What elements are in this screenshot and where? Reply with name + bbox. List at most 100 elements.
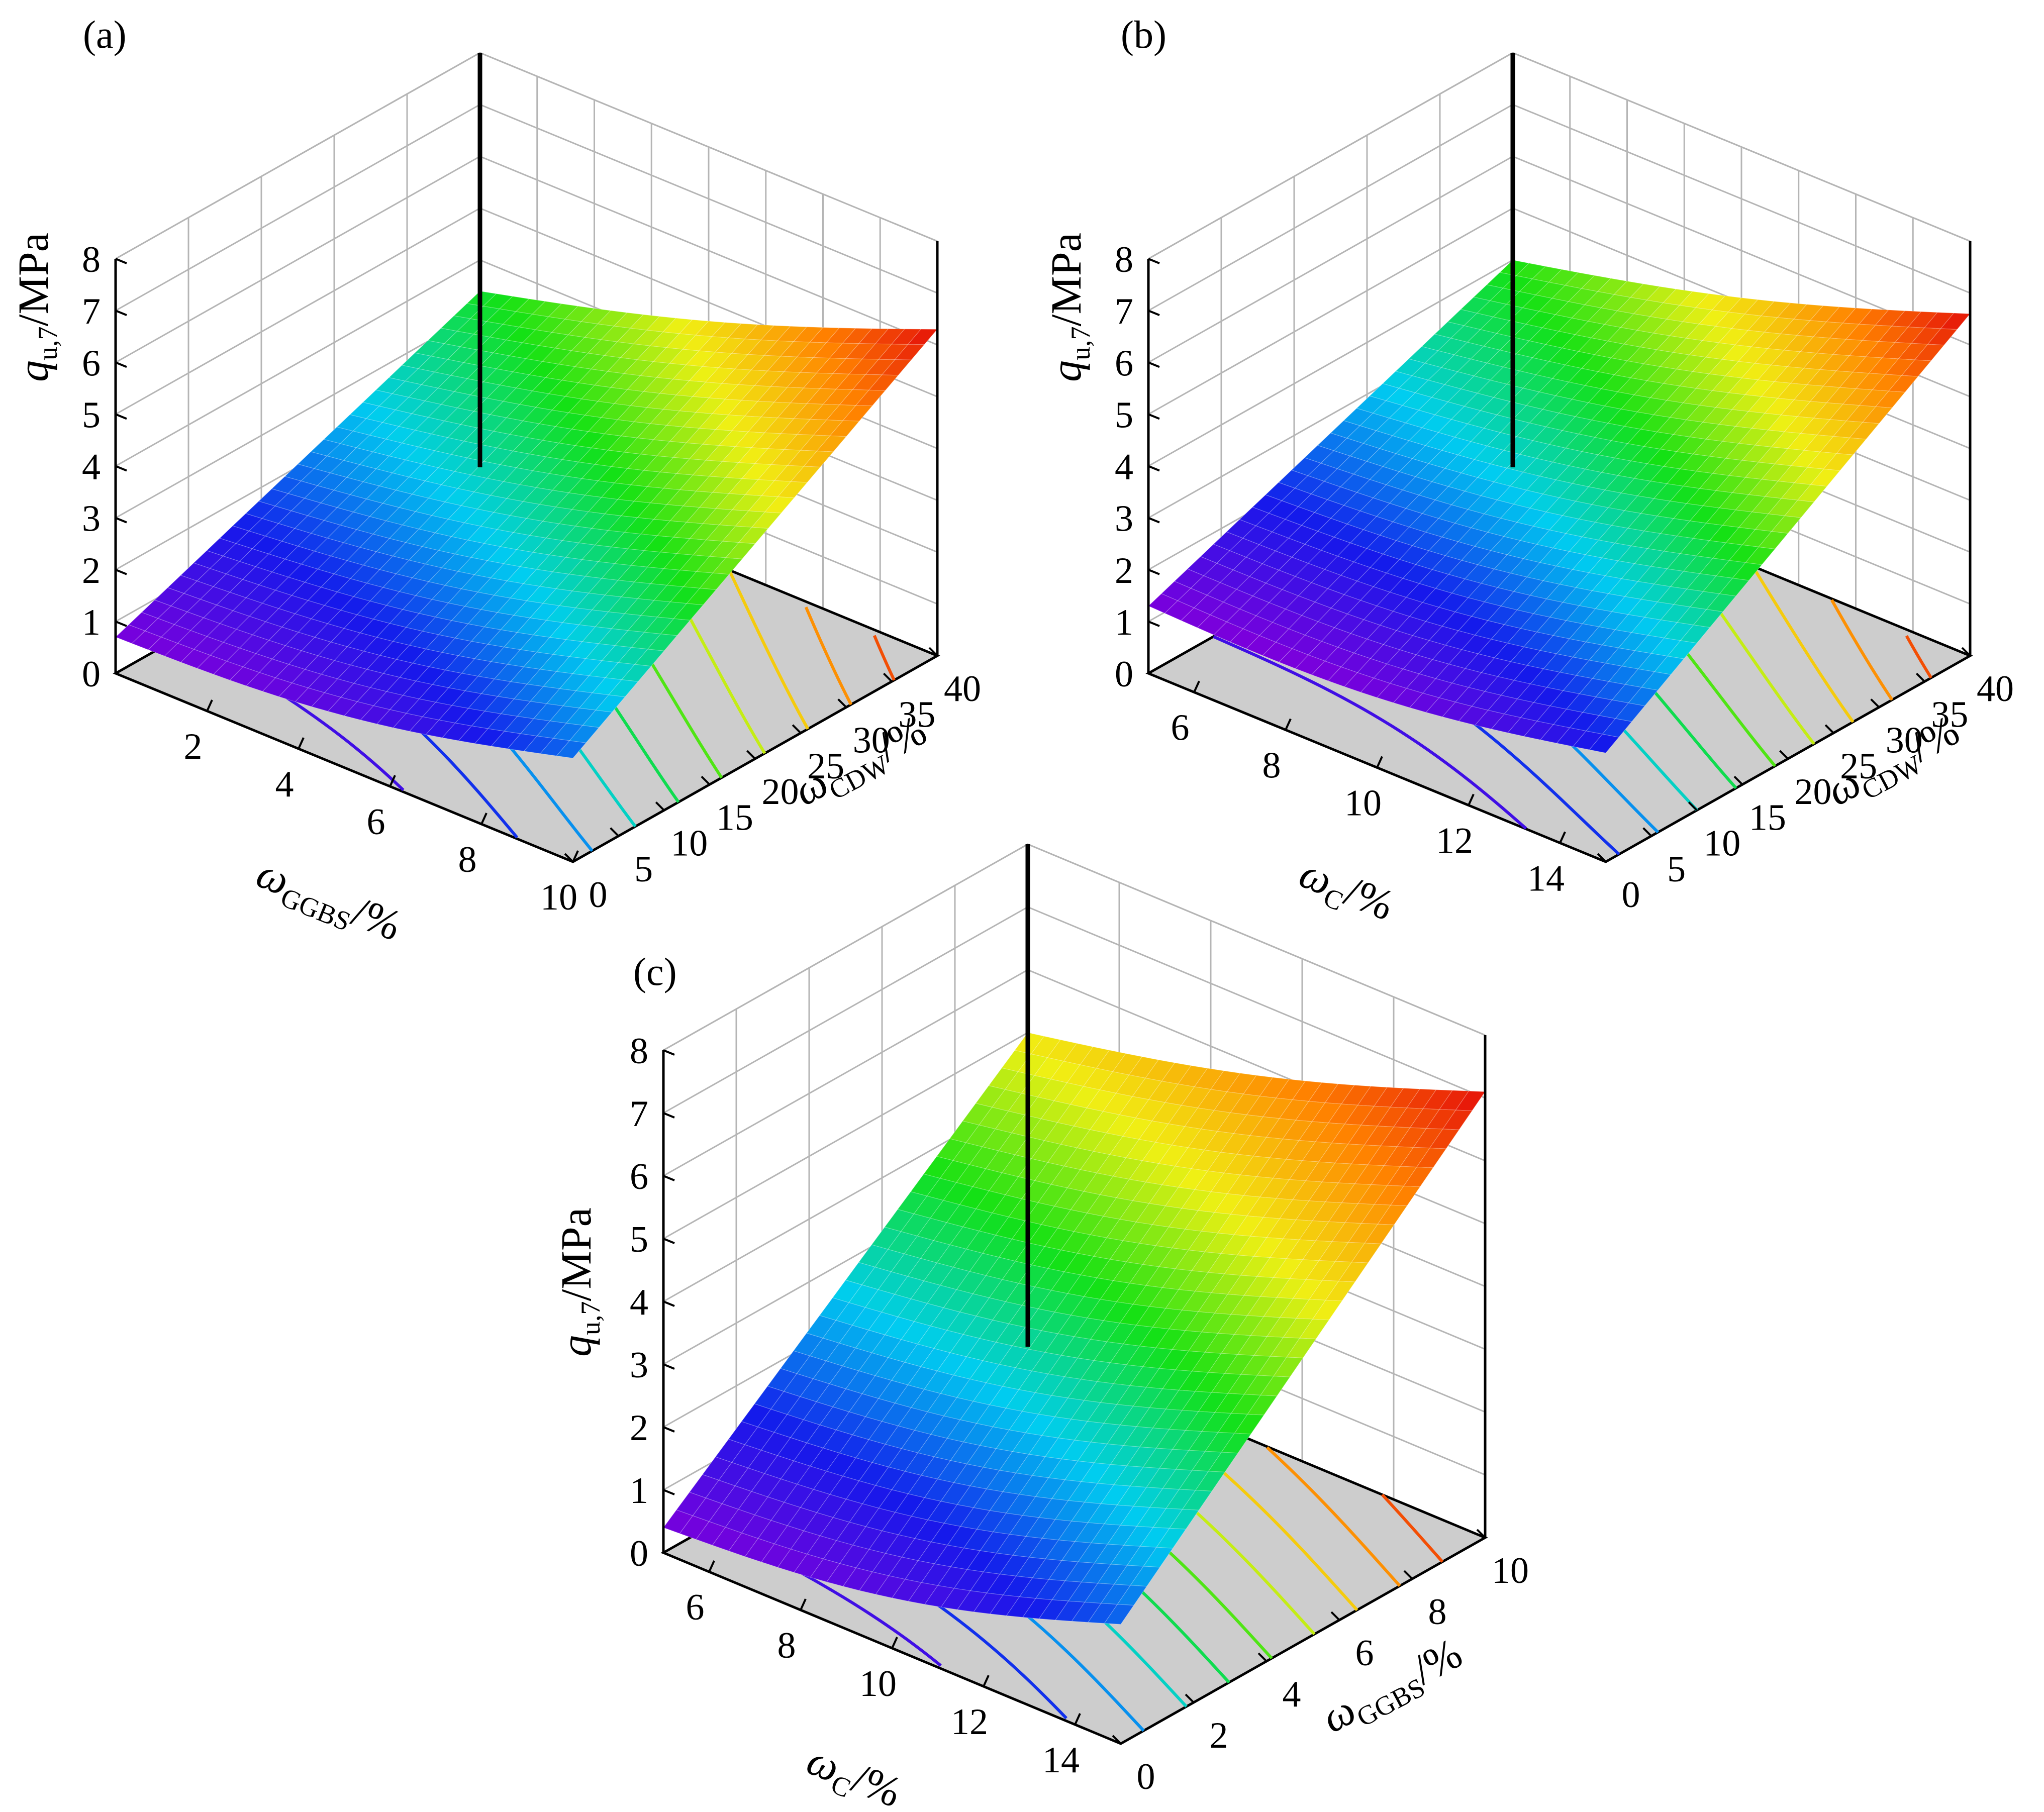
surface-patch	[764, 496, 795, 514]
surface-patch	[725, 542, 756, 560]
surface-patch	[1351, 1243, 1382, 1263]
surface-patch	[1390, 1185, 1421, 1206]
z-tick-mark	[663, 1112, 675, 1119]
z-axis-title-unit: /MPa	[9, 233, 57, 326]
z-tick-label: 8	[630, 1031, 648, 1072]
z-tick-label: 5	[1115, 394, 1133, 436]
y-tick-label: 0	[589, 874, 608, 916]
y-tick-label: 35	[1931, 694, 1968, 735]
surface-patch	[1901, 359, 1932, 377]
y-tick-label: 5	[634, 849, 653, 890]
x-axis-title: ωGGBS/%	[248, 849, 409, 955]
y-tick-mark	[564, 853, 574, 863]
x-axis-title: ωC/%	[1291, 849, 1401, 935]
z-axis-title-subscript: u,7	[1065, 327, 1096, 361]
z-ticks: 0 1 2 3 4 5 6 7 8	[82, 239, 127, 695]
y-tick-label: 10	[1703, 823, 1740, 864]
z-axis-title-symbol: q	[9, 360, 57, 382]
surface-patch	[1286, 1338, 1317, 1359]
contour-line	[1751, 565, 1855, 723]
z-tick-mark	[115, 310, 127, 316]
y-tick-label: 8	[1428, 1591, 1447, 1633]
surface-patch	[1299, 1319, 1330, 1340]
contour-line	[1213, 635, 1527, 830]
y-tick-label: 6	[1355, 1633, 1374, 1674]
surface-patch	[1745, 546, 1776, 565]
z-tick-label: 6	[630, 1156, 648, 1197]
y-tick-mark	[1642, 827, 1652, 837]
z-tick-label: 8	[1115, 239, 1133, 280]
y-tick-label: 20	[762, 771, 799, 813]
contour-line	[728, 571, 810, 730]
y-tick-label: 2	[1210, 1715, 1228, 1756]
z-axis-title: qu,7/MPa	[552, 1207, 606, 1357]
surface-patch	[621, 664, 652, 682]
z-tick-mark	[1148, 621, 1160, 627]
y-tick-label: 40	[944, 668, 981, 710]
x-tick-label: 8	[777, 1625, 796, 1666]
z-tick-label: 2	[1115, 550, 1133, 591]
z-ticks: 0 1 2 3 4 5 6 7 8	[630, 1031, 675, 1574]
x-tick-mark	[298, 737, 305, 749]
z-tick-label: 2	[630, 1407, 648, 1449]
z-tick-mark	[663, 1426, 675, 1433]
x-tick-mark	[1285, 718, 1292, 731]
x-tick-label: 4	[275, 764, 294, 805]
y-tick-mark	[1779, 750, 1789, 760]
surface-patch	[842, 405, 873, 422]
y-tick-mark	[928, 647, 938, 657]
z-tick-label: 5	[630, 1219, 648, 1260]
y-tick-mark	[1915, 672, 1925, 682]
x-tick-mark	[1074, 1713, 1081, 1725]
z-tick-label: 4	[630, 1282, 648, 1323]
x-tick-mark	[800, 1598, 807, 1610]
x-tick-mark	[983, 1675, 990, 1687]
y-tick-label: 30	[1886, 720, 1923, 761]
x-ticks: 6 8 10 12 14	[1171, 680, 1566, 899]
surface-patch	[1234, 1414, 1264, 1435]
x-tick-mark	[1468, 793, 1475, 806]
y-tick-label: 20	[1795, 771, 1832, 813]
x-tick-mark	[891, 1637, 898, 1649]
y-tick-mark	[1112, 1735, 1122, 1745]
surface-patch	[738, 527, 769, 544]
x-ticks: 2 4 6 8 10	[184, 699, 579, 918]
y-tick-mark	[1330, 1611, 1340, 1621]
z-tick-mark	[1148, 413, 1160, 420]
surface-patch	[1312, 1299, 1343, 1321]
surface-patch	[1758, 531, 1789, 550]
z-ticks: 0 1 2 3 4 5 6 7 8	[1115, 239, 1160, 695]
contour-line	[1381, 1493, 1444, 1563]
surface-patch	[1640, 671, 1672, 691]
panel-label: (c)	[633, 950, 677, 993]
x-tick-label: 8	[458, 839, 477, 880]
y-tick-mark	[792, 724, 802, 734]
z-axis-title-subscript: u,7	[575, 1301, 606, 1336]
z-tick-label: 8	[82, 239, 101, 280]
z-tick-mark	[663, 1238, 675, 1244]
y-tick-label: 25	[807, 746, 844, 787]
panel-label: (a)	[83, 13, 127, 56]
y-tick-label: 0	[1137, 1756, 1155, 1797]
surface-patch	[1403, 1166, 1434, 1187]
x-tick-mark	[708, 1560, 715, 1572]
y-axis-title: ωGGBS/%	[1314, 1629, 1472, 1747]
z-tick-label: 2	[82, 550, 101, 591]
x-axis-title-subscript: GGBS	[276, 882, 355, 937]
z-tick-label: 5	[82, 394, 101, 436]
surface-patch	[1732, 562, 1763, 581]
surface-patch	[894, 344, 925, 360]
z-tick-label: 7	[82, 291, 101, 332]
y-tick-mark	[655, 801, 665, 811]
y-tick-mark	[837, 698, 847, 708]
surface-patch	[1823, 453, 1854, 471]
z-tick-label: 3	[82, 498, 101, 540]
z-tick-label: 3	[630, 1345, 648, 1386]
surface-patch	[1364, 1224, 1395, 1245]
y-tick-mark	[701, 775, 711, 785]
